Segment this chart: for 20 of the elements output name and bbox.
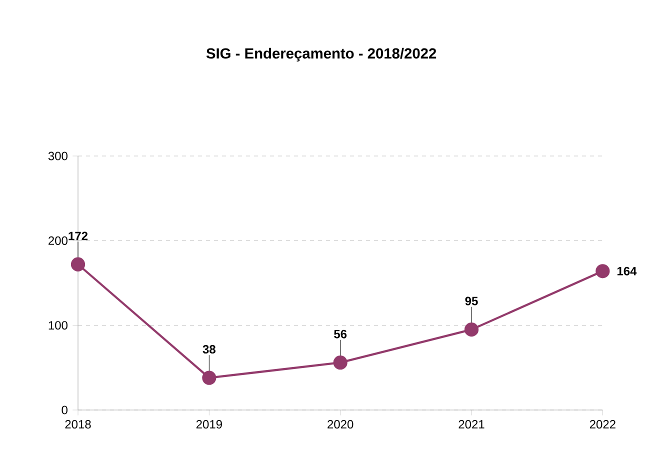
point <box>333 356 348 370</box>
y-tick-label: 0 <box>62 406 68 414</box>
y-tick-label: 300 <box>48 152 68 160</box>
point <box>70 257 86 272</box>
chart-title: SIG - Endereçamento - 2018/2022 <box>206 48 436 62</box>
x-tick-label: 2019 <box>196 420 222 429</box>
y-tick-label: 200 <box>48 236 68 245</box>
x-tick-label: 2018 <box>65 420 91 429</box>
data-label: 56 <box>334 330 347 338</box>
point <box>202 370 216 385</box>
data-label: 172 <box>68 232 88 240</box>
point <box>596 264 610 278</box>
y-tick-label: 100 <box>48 321 68 330</box>
data-label: 38 <box>202 345 216 354</box>
x-tick-label: 2020 <box>328 420 354 429</box>
data-label: 95 <box>465 296 478 306</box>
x-tick-label: 2022 <box>590 420 616 429</box>
x-tick-label: 2021 <box>458 420 484 429</box>
data-label: 164 <box>617 266 637 276</box>
point <box>464 322 479 337</box>
